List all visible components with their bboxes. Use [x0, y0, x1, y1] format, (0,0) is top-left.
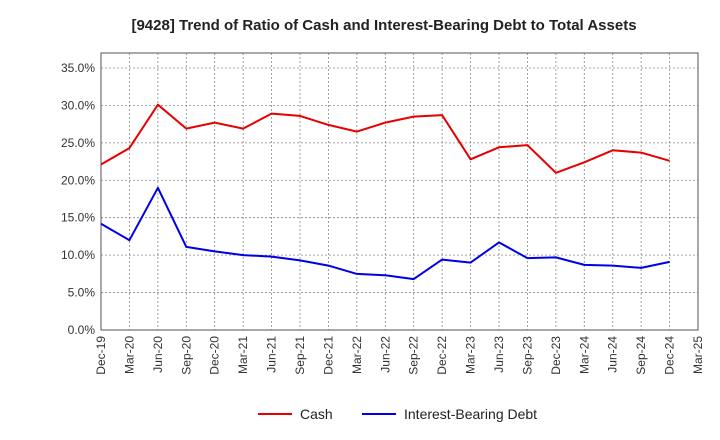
y-tick-label: 30.0% — [61, 98, 95, 112]
x-tick-label: Sep-21 — [293, 336, 307, 375]
x-tick-label: Sep-20 — [179, 336, 193, 375]
grid-lines — [101, 53, 698, 330]
x-axis-tick-labels: Dec-19 Mar-20 Jun-20 Sep-20 Dec-20 Mar-21 Jun-… — [94, 336, 705, 375]
x-tick-label: Jun-22 — [378, 336, 392, 373]
x-tick-label: Dec-24 — [663, 336, 677, 375]
y-tick-label: 5.0% — [68, 286, 96, 300]
x-tick-label: Mar-24 — [577, 336, 591, 374]
chart-title: [9428] Trend of Ratio of Cash and Intere… — [131, 17, 636, 34]
x-tick-label: Dec-23 — [549, 336, 563, 375]
x-tick-label: Mar-21 — [236, 336, 250, 374]
x-tick-label: Jun-24 — [606, 336, 620, 373]
x-tick-label: Mar-23 — [464, 336, 478, 374]
legend-label: Cash — [300, 406, 333, 422]
x-tick-label: Dec-21 — [321, 336, 335, 375]
y-tick-label: 20.0% — [61, 173, 95, 187]
x-tick-label: Mar-22 — [350, 336, 364, 374]
y-tick-label: 15.0% — [61, 211, 95, 225]
legend: Cash Interest-Bearing Debt — [258, 406, 537, 422]
x-tick-label: Sep-22 — [407, 336, 421, 375]
series-lines — [100, 103, 670, 281]
y-tick-label: 25.0% — [61, 136, 95, 150]
x-tick-label: Jun-20 — [151, 336, 165, 373]
x-tick-label: Sep-23 — [520, 336, 534, 375]
plot-area — [100, 52, 699, 331]
x-tick-label: Sep-24 — [634, 336, 648, 375]
x-tick-label: Dec-22 — [435, 336, 449, 375]
series-line-cash — [100, 103, 670, 174]
x-tick-label: Dec-19 — [94, 336, 108, 375]
y-tick-label: 0.0% — [68, 323, 96, 337]
series-line-interest-bearing-debt — [100, 186, 670, 281]
x-tick-label: Mar-20 — [122, 336, 136, 374]
x-tick-label: Jun-23 — [492, 336, 506, 373]
y-axis-tick-labels: 0.0% 5.0% 10.0% 15.0% 20.0% 25.0% 30.0% 35.0% — [61, 61, 95, 337]
x-tick-label: Mar-25 — [691, 336, 705, 374]
x-tick-label: Jun-21 — [265, 336, 279, 373]
x-tick-label: Dec-20 — [208, 336, 222, 375]
y-tick-label: 10.0% — [61, 248, 95, 262]
legend-label: Interest-Bearing Debt — [404, 406, 537, 422]
y-tick-label: 35.0% — [61, 61, 95, 75]
